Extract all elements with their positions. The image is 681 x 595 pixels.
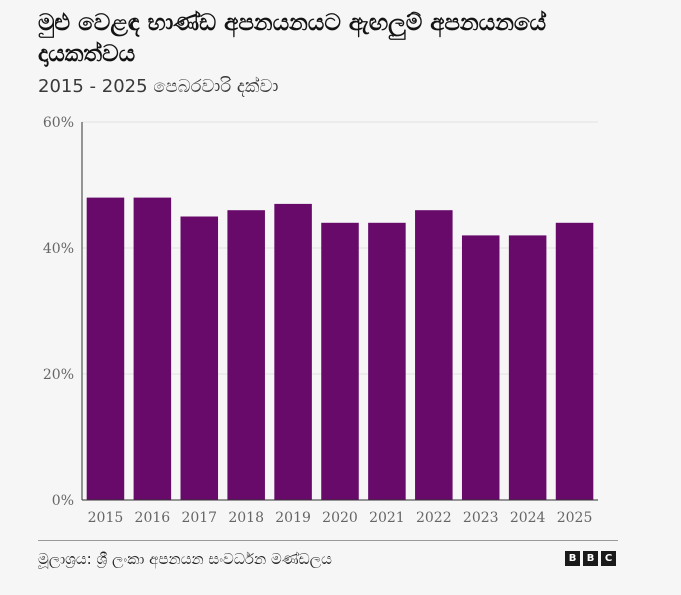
chart-subtitle: 2015 - 2025 පෙබරවාරි දක්වා: [38, 76, 279, 97]
bar: [274, 203, 312, 500]
x-tick-label: 2021: [369, 510, 405, 526]
x-tick-label: 2023: [463, 510, 499, 526]
bar: [180, 216, 219, 500]
x-tick-label: 2024: [510, 510, 546, 526]
y-tick-label: 40%: [43, 241, 74, 257]
bbc-logo-letter-1: B: [565, 551, 580, 566]
bar: [86, 197, 125, 500]
bar: [508, 235, 547, 500]
y-tick-label: 0%: [52, 493, 74, 509]
x-tick-label: 2022: [416, 510, 452, 526]
bbc-logo-letter-2: B: [583, 551, 598, 566]
bar: [227, 210, 265, 500]
x-tick-label: 2020: [322, 510, 358, 526]
x-tick-label: 2025: [557, 510, 593, 526]
x-tick-label: 2019: [275, 510, 311, 526]
bar: [555, 222, 594, 501]
y-tick-label: 20%: [43, 367, 74, 383]
bar-chart: 0% 20% 40% 60% 2015 2016 2017 2018 2019 2020 2021 2…: [43, 115, 598, 526]
x-tick-label: 2017: [181, 510, 217, 526]
x-tick-label: 2016: [135, 510, 171, 526]
source-divider: [38, 540, 618, 541]
x-tick-label: 2015: [88, 510, 124, 526]
y-tick-label: 60%: [43, 115, 74, 131]
bar: [461, 235, 500, 500]
bar: [415, 210, 453, 500]
bbc-logo-letter-3: C: [601, 551, 616, 566]
chart-title: මුළු වෙළඳ භාණ්ඩ අපනයනයට ඇඟලුම් අපනයනයේ ද…: [38, 10, 547, 67]
bar: [133, 197, 172, 500]
source-note: මූලාශ්‍රය: ශ්‍රී ලංකා අපනයන සංවර්ධන මණ්ඩ…: [38, 550, 332, 568]
bar: [321, 222, 359, 501]
bar: [368, 222, 406, 501]
x-tick-label: 2018: [228, 510, 264, 526]
bbc-logo: B B C: [565, 551, 616, 566]
